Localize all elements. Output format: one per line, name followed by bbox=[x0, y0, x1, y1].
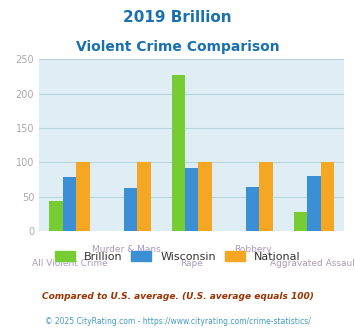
Text: All Violent Crime: All Violent Crime bbox=[32, 259, 108, 268]
Bar bbox=[198, 162, 212, 231]
Text: Murder & Mans...: Murder & Mans... bbox=[92, 245, 169, 254]
Bar bbox=[307, 176, 321, 231]
Text: © 2025 CityRating.com - https://www.cityrating.com/crime-statistics/: © 2025 CityRating.com - https://www.city… bbox=[45, 317, 310, 326]
Bar bbox=[171, 75, 185, 231]
Bar bbox=[185, 168, 198, 231]
Bar bbox=[63, 178, 76, 231]
Text: Rape: Rape bbox=[180, 259, 203, 268]
Text: 2019 Brillion: 2019 Brillion bbox=[123, 10, 232, 25]
Bar bbox=[246, 187, 260, 231]
Text: Aggravated Assault: Aggravated Assault bbox=[269, 259, 355, 268]
Bar bbox=[137, 162, 151, 231]
Bar bbox=[49, 201, 63, 231]
Legend: Brillion, Wisconsin, National: Brillion, Wisconsin, National bbox=[50, 247, 305, 267]
Bar bbox=[294, 212, 307, 231]
Text: Compared to U.S. average. (U.S. average equals 100): Compared to U.S. average. (U.S. average … bbox=[42, 292, 313, 301]
Bar bbox=[321, 162, 334, 231]
Text: Violent Crime Comparison: Violent Crime Comparison bbox=[76, 40, 279, 53]
Text: Robbery: Robbery bbox=[234, 245, 272, 254]
Bar bbox=[260, 162, 273, 231]
Bar bbox=[76, 162, 90, 231]
Bar bbox=[124, 188, 137, 231]
